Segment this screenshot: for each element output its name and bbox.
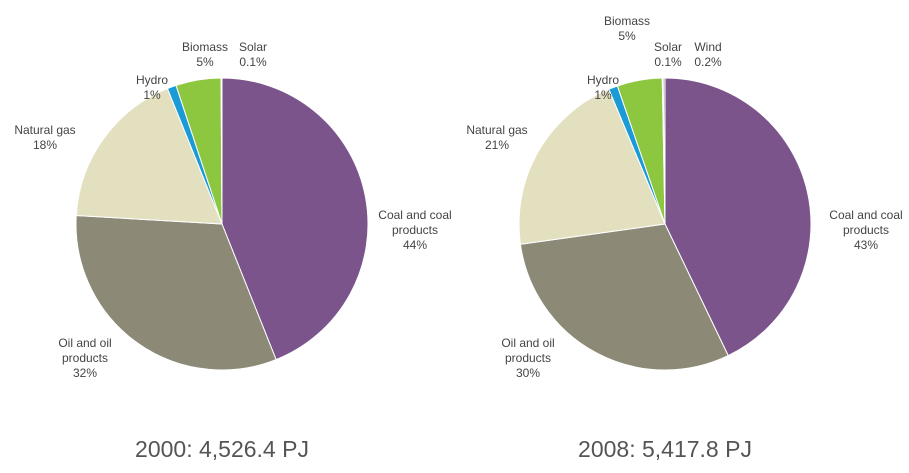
slice-label: Hydro 1%: [583, 73, 623, 103]
slice-label: Natural gas 21%: [452, 123, 542, 153]
slice-label: Wind 0.2%: [688, 40, 728, 70]
category-name: Oil and oil products: [58, 336, 112, 365]
category-name: Biomass: [181, 40, 228, 54]
slice-label: Coal and coal products 44%: [370, 208, 460, 253]
chart-title: 2008: 5,417.8 PJ: [578, 436, 752, 462]
category-name: Natural gas: [14, 123, 76, 137]
value-label: 0.1%: [654, 55, 682, 69]
value-label: 0.2%: [694, 55, 722, 69]
pie-slice: [75, 214, 277, 371]
slice-label: Oil and oil products 32%: [45, 336, 125, 381]
pie-slice: [664, 77, 812, 357]
value-label: 5%: [196, 55, 214, 69]
category-name: Coal and coal products: [829, 208, 903, 237]
category-name: Natural gas: [466, 123, 528, 137]
category-name: Coal and coal products: [378, 208, 452, 237]
slice-label: Natural gas 18%: [0, 123, 90, 153]
pie-slice: [221, 77, 369, 361]
category-name: Oil and oil products: [501, 336, 555, 365]
slice-label: Oil and oil products 30%: [488, 336, 568, 381]
pie-slice: [519, 223, 729, 371]
value-label: 44%: [402, 238, 428, 252]
chart-title: 2000: 4,526.4 PJ: [135, 436, 309, 462]
pie-slice: [662, 77, 666, 225]
value-label: 43%: [853, 238, 879, 252]
category-name: Solar: [653, 40, 682, 54]
value-label: 0.1%: [239, 55, 267, 69]
pie-slice: [220, 77, 223, 225]
category-name: Wind: [694, 40, 722, 54]
pie-slice: [518, 88, 666, 245]
category-name: Biomass: [603, 14, 650, 28]
value-label: 21%: [484, 138, 510, 152]
value-label: 30%: [515, 366, 541, 380]
value-label: 1%: [143, 88, 161, 102]
slice-label: Solar 0.1%: [233, 40, 273, 70]
value-label: 18%: [32, 138, 58, 152]
value-label: 5%: [618, 29, 636, 43]
slice-label: Biomass 5%: [175, 40, 235, 70]
slice-label: Biomass 5%: [597, 14, 657, 44]
pie-slice: [75, 87, 223, 225]
slice-label: Hydro 1%: [132, 73, 172, 103]
value-label: 32%: [72, 366, 98, 380]
slice-label: Coal and coal products 43%: [821, 208, 909, 253]
value-label: 1%: [594, 88, 612, 102]
category-name: Solar: [238, 40, 267, 54]
category-name: Hydro: [135, 73, 168, 87]
category-name: Hydro: [586, 73, 619, 87]
slice-label: Solar 0.1%: [648, 40, 688, 70]
